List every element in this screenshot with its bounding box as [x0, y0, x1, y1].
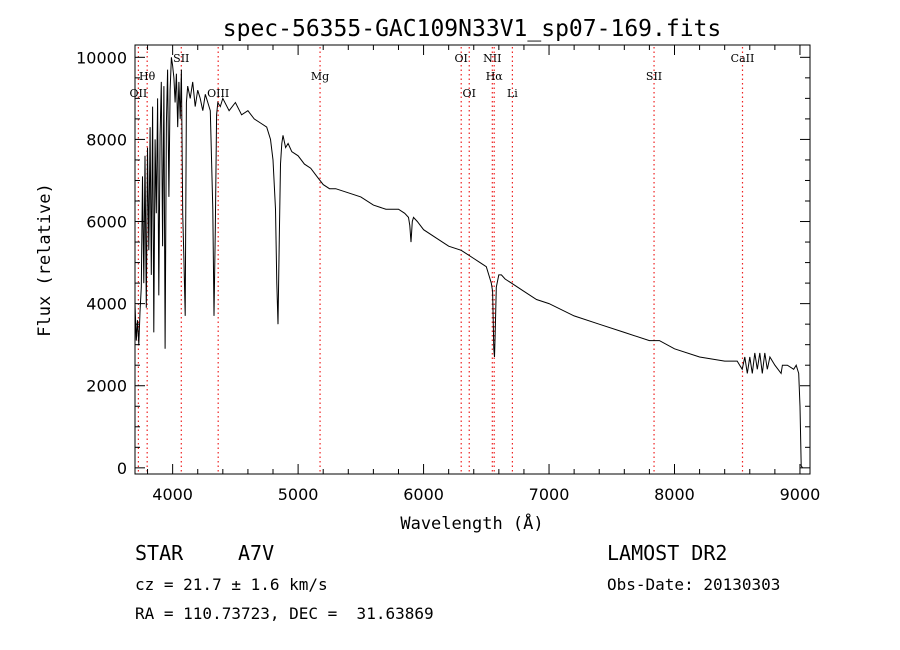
line-label-7: NII — [483, 52, 501, 65]
plot-frame — [134, 44, 811, 475]
obs-date: Obs-Date: 20130303 — [607, 575, 781, 594]
y-tick-label: 8000 — [86, 130, 127, 149]
y-tick-label: 6000 — [86, 213, 127, 232]
x-tick-label: 8000 — [654, 485, 695, 504]
x-tick-label: 4000 — [152, 485, 193, 504]
object-class: STAR — [135, 541, 184, 565]
redshift-cz: cz = 21.7 ± 1.6 km/s — [135, 575, 328, 594]
line-label-2: SII — [173, 52, 189, 65]
x-tick-label: 5000 — [278, 485, 319, 504]
y-tick-label: 10000 — [76, 48, 127, 67]
survey-name: LAMOST DR2 — [607, 541, 728, 565]
chart-title: spec-56355-GAC109N33V1_sp07-169.fits — [223, 16, 722, 42]
line-label-8: Hα — [486, 70, 504, 83]
line-label-10: SII — [646, 70, 662, 83]
x-tick-label: 6000 — [403, 485, 444, 504]
line-label-0: Hθ — [139, 70, 156, 83]
line-label-9: Li — [507, 87, 518, 100]
x-axis-label: Wavelength (Å) — [400, 512, 543, 534]
y-tick-label: 4000 — [86, 295, 127, 314]
line-label-11: CaII — [731, 52, 755, 65]
coordinates: RA = 110.73723, DEC = 31.63869 — [135, 604, 434, 623]
line-label-1: OII — [130, 87, 148, 100]
x-tick-label: 9000 — [780, 485, 821, 504]
line-label-3: OIII — [207, 87, 229, 100]
line-label-6: OI — [463, 87, 476, 100]
spectrum-line — [135, 57, 803, 469]
y-axis-label: Flux (relative) — [35, 183, 55, 337]
line-label-5: OI — [455, 52, 468, 65]
object-subclass: A7V — [238, 541, 275, 565]
x-tick-label: 7000 — [529, 485, 570, 504]
y-tick-label: 2000 — [86, 377, 127, 396]
line-label-4: Mg — [311, 70, 329, 83]
y-tick-label: 0 — [117, 459, 127, 478]
